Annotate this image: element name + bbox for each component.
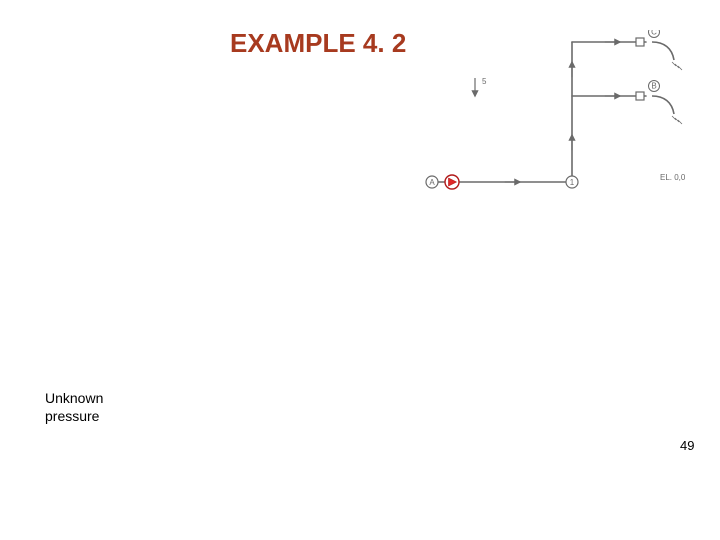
node-A-label: A bbox=[429, 178, 435, 187]
node-1-label: 1 bbox=[570, 178, 575, 187]
pipe-network-diagram: A 1 B C 5 EL. 0,0 bbox=[420, 30, 690, 200]
diagram-svg: A 1 B C 5 EL. 0,0 bbox=[420, 30, 690, 200]
outlet-box-B bbox=[636, 92, 644, 100]
outlet-label-B: B bbox=[651, 82, 656, 91]
page-number: 49 bbox=[680, 438, 694, 453]
north-label: 5 bbox=[482, 77, 487, 86]
outlet-curve bbox=[652, 96, 674, 114]
page-title: EXAMPLE 4. 2 bbox=[230, 28, 406, 59]
outlet-label-C: C bbox=[651, 30, 657, 37]
footnote-text: Unknown pressure bbox=[45, 390, 125, 425]
outlet-curve bbox=[652, 42, 674, 60]
elevation-label: EL. 0,0 bbox=[660, 173, 686, 182]
outlet-box-C bbox=[636, 38, 644, 46]
